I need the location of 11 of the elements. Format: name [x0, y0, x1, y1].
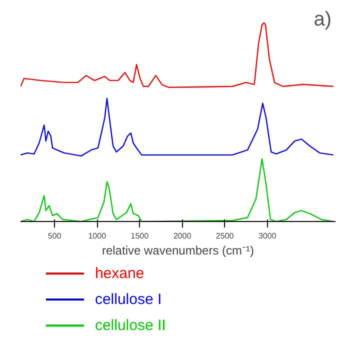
x-tick-label: 1500: [130, 232, 150, 240]
x-tick-label: 1000: [88, 232, 107, 240]
x-tick-label: 500: [48, 232, 62, 240]
annotation: a): [314, 8, 332, 30]
legend-label: hexane: [94, 265, 144, 282]
x-tick-label: 3000: [258, 232, 277, 240]
x-tick-label: 2000: [173, 232, 192, 240]
legend-label: cellulose I: [94, 291, 162, 308]
x-axis-title: relative wavenumbers (cm⁻¹): [102, 244, 254, 258]
legend-label: cellulose II: [94, 317, 166, 334]
x-tick-label: 2500: [216, 232, 234, 240]
